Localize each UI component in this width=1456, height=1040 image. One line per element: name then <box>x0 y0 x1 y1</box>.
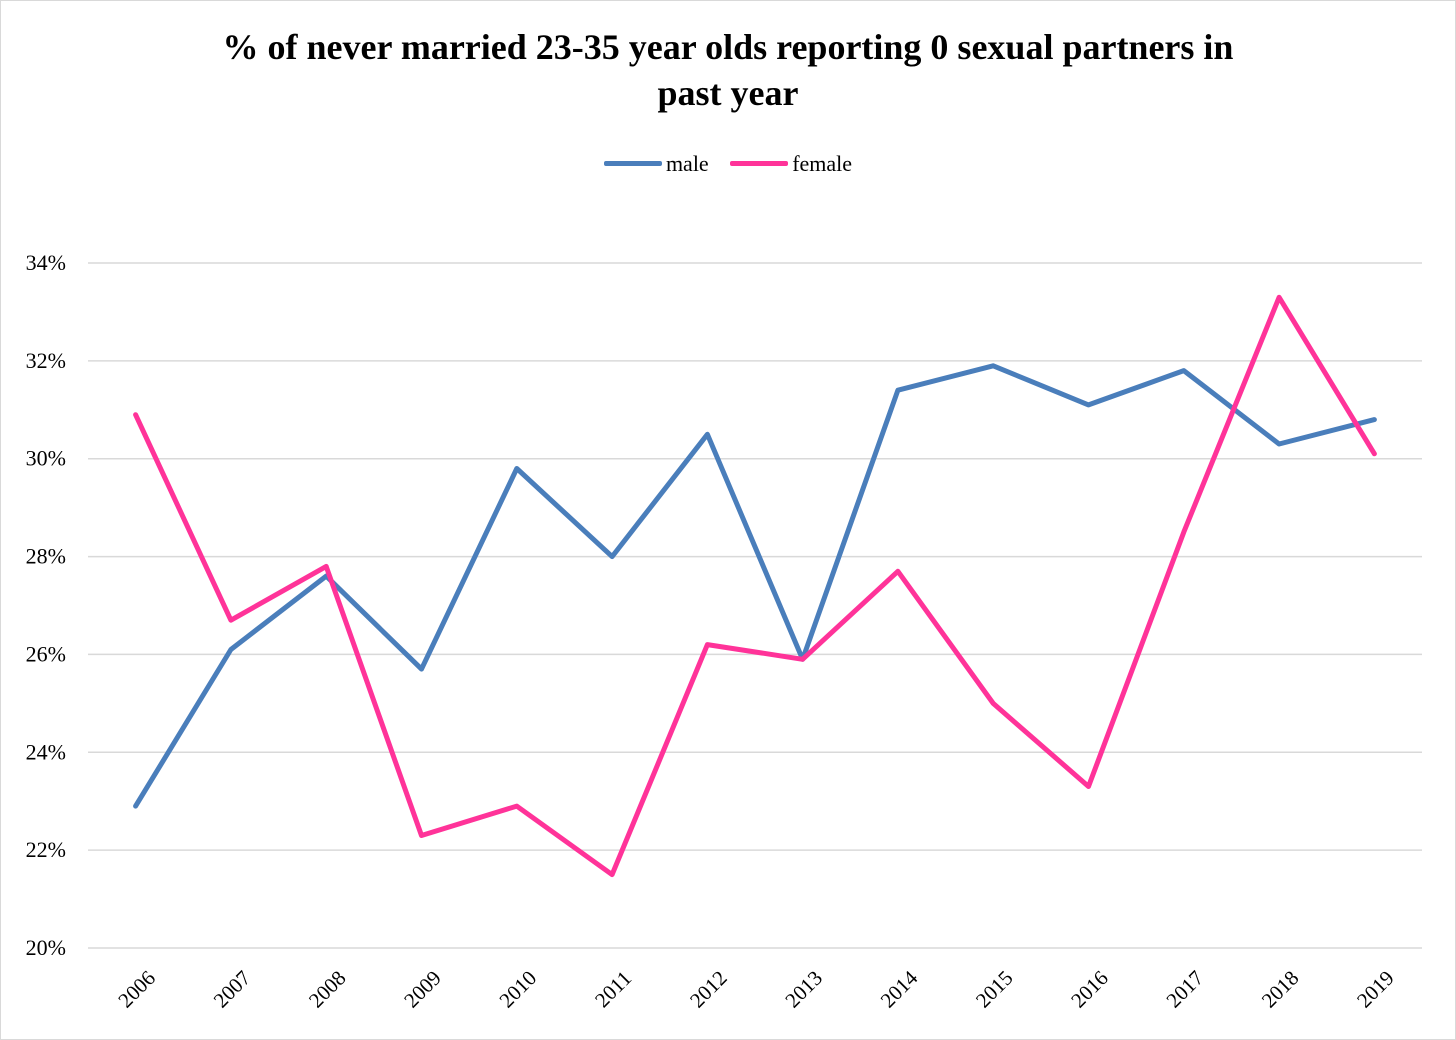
x-axis-ticks: 2006 2007 2008 2009 2010 2011 2012 2013 2014 2015… <box>113 965 1398 1012</box>
x-tick-label-2011: 2011 <box>590 966 636 1012</box>
legend-entry-female: female <box>730 151 852 177</box>
legend-swatch-female <box>730 161 789 166</box>
y-tick-label: 28% <box>26 544 66 569</box>
chart-title-line-1: % of never married 23-35 year olds repor… <box>222 27 1234 67</box>
y-tick-label: 34% <box>26 250 66 275</box>
series-line-female <box>133 294 1377 878</box>
x-tick-label-2007: 2007 <box>209 966 256 1013</box>
chart-title-line-2: past year <box>657 73 799 113</box>
series-lines <box>133 294 1377 878</box>
x-tick-label-2018: 2018 <box>1257 966 1304 1013</box>
x-tick-label-2015: 2015 <box>971 966 1018 1013</box>
chart-title: % of never married 23-35 year olds repor… <box>0 24 1456 116</box>
x-tick-label-2006: 2006 <box>113 966 160 1013</box>
y-tick-label: 24% <box>26 739 66 764</box>
y-tick-label: 26% <box>26 641 66 666</box>
y-tick-label: 30% <box>26 446 66 471</box>
series-line-male <box>133 363 1377 809</box>
legend-entry-male: male <box>603 150 709 177</box>
y-tick-label: 20% <box>26 935 66 960</box>
x-tick-label-2009: 2009 <box>399 966 446 1013</box>
x-tick-label-2017: 2017 <box>1162 966 1209 1013</box>
x-tick-label-2014: 2014 <box>876 965 923 1012</box>
chart-legend: male female <box>0 146 1456 177</box>
x-tick-label-2019: 2019 <box>1352 966 1399 1013</box>
gridlines <box>88 262 1422 949</box>
x-tick-label-2016: 2016 <box>1066 966 1113 1013</box>
x-tick-label-2008: 2008 <box>304 966 351 1013</box>
x-tick-label-2010: 2010 <box>495 966 542 1013</box>
y-tick-label: 32% <box>26 348 66 373</box>
legend-label-male: male <box>665 150 709 176</box>
legend-label-female: female <box>792 150 853 176</box>
y-axis-ticks: 20% 22% 24% 26% 28% 30% 32% 34% <box>26 250 66 960</box>
y-tick-label: 22% <box>26 837 66 862</box>
x-tick-label-2013: 2013 <box>780 966 827 1013</box>
x-tick-label-2012: 2012 <box>685 966 732 1013</box>
legend-swatch-male <box>603 161 662 166</box>
